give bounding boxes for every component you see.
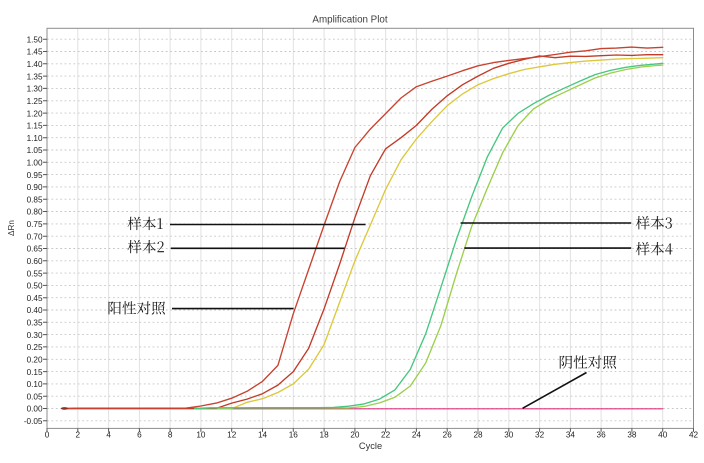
svg-text:24: 24 [412, 431, 422, 440]
svg-text:0.80: 0.80 [27, 208, 43, 217]
svg-text:0.00: 0.00 [27, 405, 43, 414]
svg-text:6: 6 [137, 431, 142, 440]
svg-text:32: 32 [535, 431, 545, 440]
svg-text:0.25: 0.25 [27, 343, 43, 352]
svg-text:36: 36 [597, 431, 607, 440]
svg-text:8: 8 [168, 431, 173, 440]
svg-text:0.75: 0.75 [27, 220, 43, 229]
svg-text:0.70: 0.70 [27, 232, 43, 241]
svg-text:0.20: 0.20 [27, 356, 43, 365]
svg-text:1.45: 1.45 [27, 48, 43, 57]
svg-text:0.45: 0.45 [27, 294, 43, 303]
svg-text:1.05: 1.05 [27, 146, 43, 155]
svg-text:42: 42 [689, 431, 699, 440]
svg-text:14: 14 [258, 431, 268, 440]
svg-text:0.50: 0.50 [27, 282, 43, 291]
svg-text:0.55: 0.55 [27, 269, 43, 278]
svg-text:0.35: 0.35 [27, 319, 43, 328]
svg-text:26: 26 [443, 431, 453, 440]
svg-text:1.35: 1.35 [27, 72, 43, 81]
svg-text:1.15: 1.15 [27, 122, 43, 131]
svg-text:0.85: 0.85 [27, 195, 43, 204]
svg-text:0.15: 0.15 [27, 368, 43, 377]
svg-text:1.00: 1.00 [27, 159, 43, 168]
svg-text:Cycle: Cycle [359, 441, 382, 451]
svg-text:1.25: 1.25 [27, 97, 43, 106]
svg-text:-0.05: -0.05 [24, 417, 43, 426]
svg-text:1.40: 1.40 [27, 60, 43, 69]
svg-text:0.90: 0.90 [27, 183, 43, 192]
svg-text:0.65: 0.65 [27, 245, 43, 254]
svg-text:40: 40 [658, 431, 668, 440]
svg-text:10: 10 [196, 431, 206, 440]
svg-text:0.60: 0.60 [27, 257, 43, 266]
svg-text:12: 12 [227, 431, 237, 440]
svg-text:4: 4 [106, 431, 111, 440]
svg-text:34: 34 [566, 431, 576, 440]
svg-text:0.30: 0.30 [27, 331, 43, 340]
svg-text:0.40: 0.40 [27, 306, 43, 315]
svg-text:2: 2 [76, 431, 81, 440]
svg-text:1.30: 1.30 [27, 85, 43, 94]
svg-text:1.50: 1.50 [27, 35, 43, 44]
svg-text:0: 0 [45, 431, 50, 440]
svg-text:1.10: 1.10 [27, 134, 43, 143]
svg-text:0.95: 0.95 [27, 171, 43, 180]
svg-text:30: 30 [504, 431, 514, 440]
svg-text:28: 28 [473, 431, 483, 440]
svg-text:16: 16 [289, 431, 299, 440]
svg-text:ΔRn: ΔRn [7, 220, 16, 236]
svg-text:0.05: 0.05 [27, 392, 43, 401]
svg-text:Amplification Plot: Amplification Plot [312, 15, 387, 26]
svg-text:18: 18 [320, 431, 330, 440]
svg-text:38: 38 [627, 431, 637, 440]
svg-text:1.20: 1.20 [27, 109, 43, 118]
svg-text:20: 20 [350, 431, 360, 440]
svg-text:0.10: 0.10 [27, 380, 43, 389]
svg-text:22: 22 [381, 431, 391, 440]
